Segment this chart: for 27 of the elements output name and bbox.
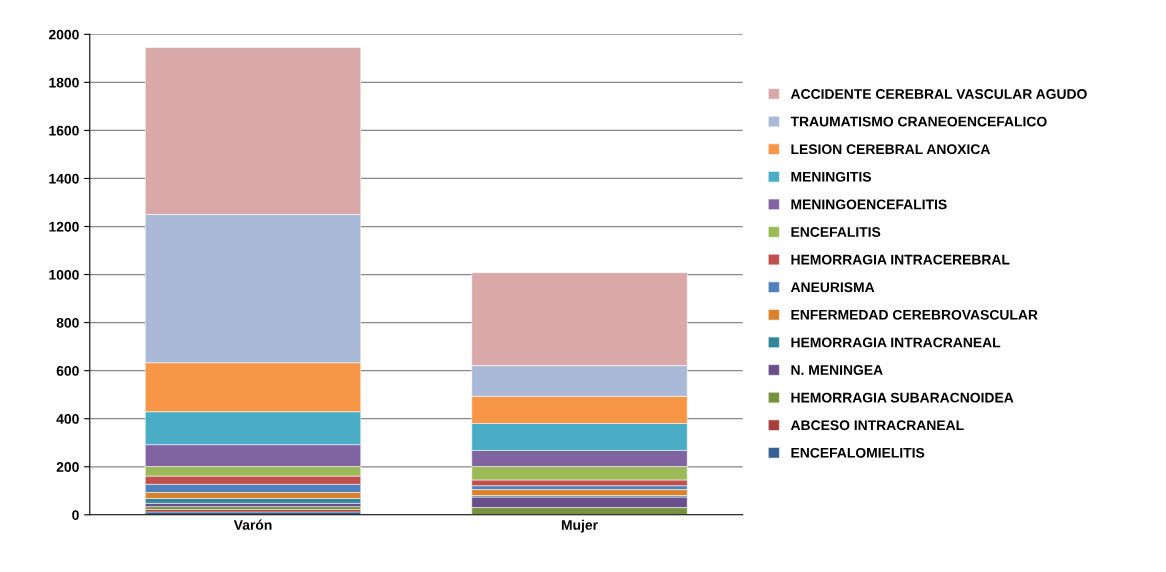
y-tick-label: 600 [56, 365, 79, 376]
x-tick-label: Varón [233, 519, 272, 530]
y-tick-label: 2000 [48, 29, 79, 40]
legend-label: HEMORRAGIA INTRACRANEAL [791, 337, 1001, 348]
legend-label: TRAUMATISMO CRANEOENCEFALICO [790, 116, 1047, 127]
legend-label: ENFERMEDAD CEREBROVASCULAR [791, 309, 1038, 320]
y-tick-label: 1600 [49, 125, 79, 136]
legend-label: ABCESO INTRACRANEAL [790, 420, 964, 431]
legend-label: ANEURISMA [790, 282, 875, 293]
legend-label: ACCIDENTE CEREBRAL VASCULAR AGUDO [790, 89, 1087, 99]
y-tick-label: 1000 [49, 269, 79, 280]
y-tick-label: 1800 [49, 77, 79, 88]
legend-label: MENINGOENCEFALITIS [791, 199, 947, 210]
y-tick-label: 0 [72, 510, 79, 520]
legend-label: HEMORRAGIA SUBARACNOIDEA [791, 392, 1014, 403]
y-tick-label: 800 [56, 317, 79, 328]
y-tick-label: 400 [56, 414, 79, 424]
legend-label: LESION CEREBRAL ANOXICA [791, 144, 991, 155]
legend-label: MENINGITIS [791, 171, 871, 182]
y-tick-label: 1200 [49, 221, 79, 232]
y-tick-label: 1400 [49, 173, 79, 184]
x-tick-label: Mujer [561, 519, 598, 533]
legend-label: N. MENINGEA [791, 365, 883, 375]
legend-label: ENCEFALOMIELITIS [791, 447, 925, 458]
legend-label: ENCEFALITIS [791, 227, 881, 237]
y-tick-label: 200 [56, 462, 79, 472]
legend-label: HEMORRAGIA INTRACEREBRAL [791, 254, 1010, 265]
